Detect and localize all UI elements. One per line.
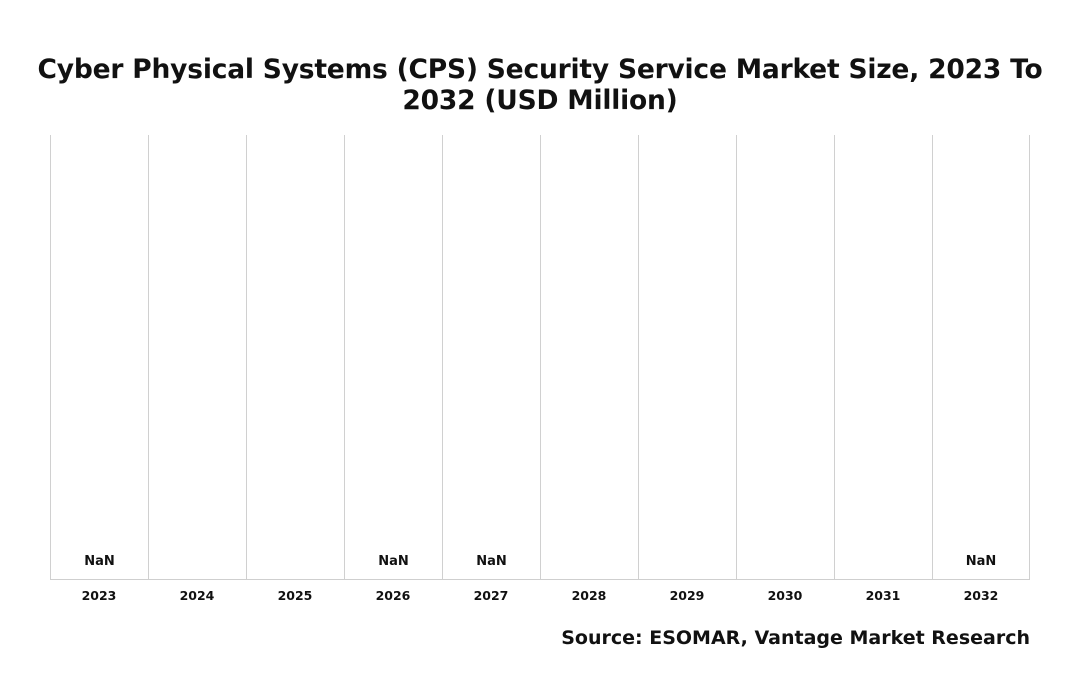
chart-column [638,135,736,580]
chart-column: NaN [50,135,148,580]
x-axis-tick-label: 2032 [932,588,1030,603]
x-axis-tick-label: 2026 [344,588,442,603]
x-axis-tick-label: 2029 [638,588,736,603]
chart-title: Cyber Physical Systems (CPS) Security Se… [0,54,1080,116]
bar-value-label: NaN [345,554,442,569]
chart-column: NaN [344,135,442,580]
bar-value-label: NaN [443,554,540,569]
x-axis-baseline [50,579,1030,580]
x-axis-tick-label: 2028 [540,588,638,603]
bar-value-label: NaN [51,554,148,569]
chart-column [736,135,834,580]
chart-column [246,135,344,580]
x-axis-tick-label: 2027 [442,588,540,603]
chart-column: NaN [442,135,540,580]
plot-area: NaNNaNNaNNaN [50,135,1030,580]
chart-container: Cyber Physical Systems (CPS) Security Se… [0,0,1080,700]
chart-column: NaN [932,135,1030,580]
bar-value-label: NaN [933,554,1029,569]
chart-column [540,135,638,580]
x-axis-tick-label: 2023 [50,588,148,603]
x-axis-tick-label: 2024 [148,588,246,603]
source-attribution: Source: ESOMAR, Vantage Market Research [561,627,1030,649]
x-axis-tick-label: 2031 [834,588,932,603]
x-axis-tick-label: 2030 [736,588,834,603]
x-axis-tick-label: 2025 [246,588,344,603]
chart-column [148,135,246,580]
x-axis-labels: 2023202420252026202720282029203020312032 [50,588,1030,603]
chart-column [834,135,932,580]
